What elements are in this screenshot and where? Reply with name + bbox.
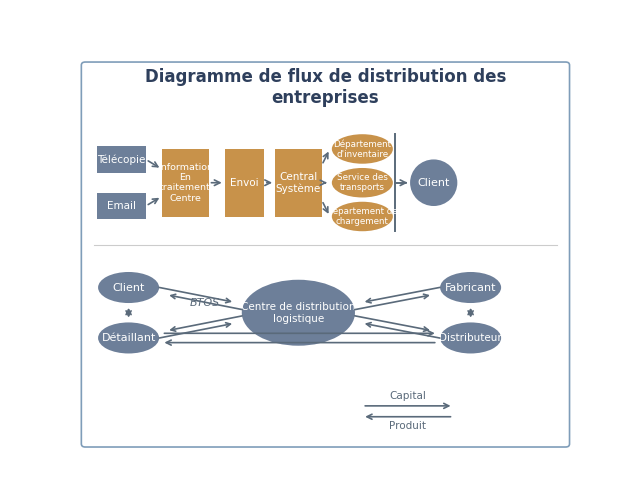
- Ellipse shape: [440, 323, 501, 353]
- Text: Capital: Capital: [389, 391, 426, 401]
- Ellipse shape: [332, 134, 393, 164]
- Text: Central
Système: Central Système: [276, 172, 321, 194]
- Text: Service des
transports: Service des transports: [337, 173, 388, 193]
- Text: BTOS: BTOS: [190, 298, 220, 308]
- FancyBboxPatch shape: [162, 149, 208, 217]
- Text: Détaillant: Détaillant: [102, 333, 156, 343]
- Ellipse shape: [410, 159, 457, 206]
- Ellipse shape: [332, 168, 393, 198]
- Ellipse shape: [242, 280, 355, 346]
- Ellipse shape: [332, 202, 393, 231]
- Text: Client: Client: [112, 283, 145, 292]
- FancyBboxPatch shape: [97, 146, 146, 173]
- Text: Département de
chargement: Département de chargement: [326, 207, 398, 226]
- Ellipse shape: [440, 272, 501, 303]
- Ellipse shape: [98, 323, 159, 353]
- Text: Télécopie: Télécopie: [97, 154, 145, 165]
- Text: Email: Email: [107, 201, 136, 211]
- FancyBboxPatch shape: [225, 149, 264, 217]
- Text: Centre de distribution
logistique: Centre de distribution logistique: [241, 302, 356, 324]
- Text: Diagramme de flux de distribution des
entreprises: Diagramme de flux de distribution des en…: [145, 68, 506, 107]
- FancyBboxPatch shape: [97, 193, 146, 219]
- Text: Fabricant: Fabricant: [445, 283, 497, 292]
- Text: Distributeur: Distributeur: [439, 333, 502, 343]
- Text: Produit: Produit: [389, 421, 426, 431]
- Text: Client: Client: [418, 178, 450, 187]
- Text: Département
d'inventaire: Département d'inventaire: [333, 139, 391, 159]
- Text: Envoi: Envoi: [230, 178, 258, 187]
- Text: Information
En
traitement
Centre: Information En traitement Centre: [157, 163, 213, 203]
- Ellipse shape: [98, 272, 159, 303]
- FancyBboxPatch shape: [275, 149, 322, 217]
